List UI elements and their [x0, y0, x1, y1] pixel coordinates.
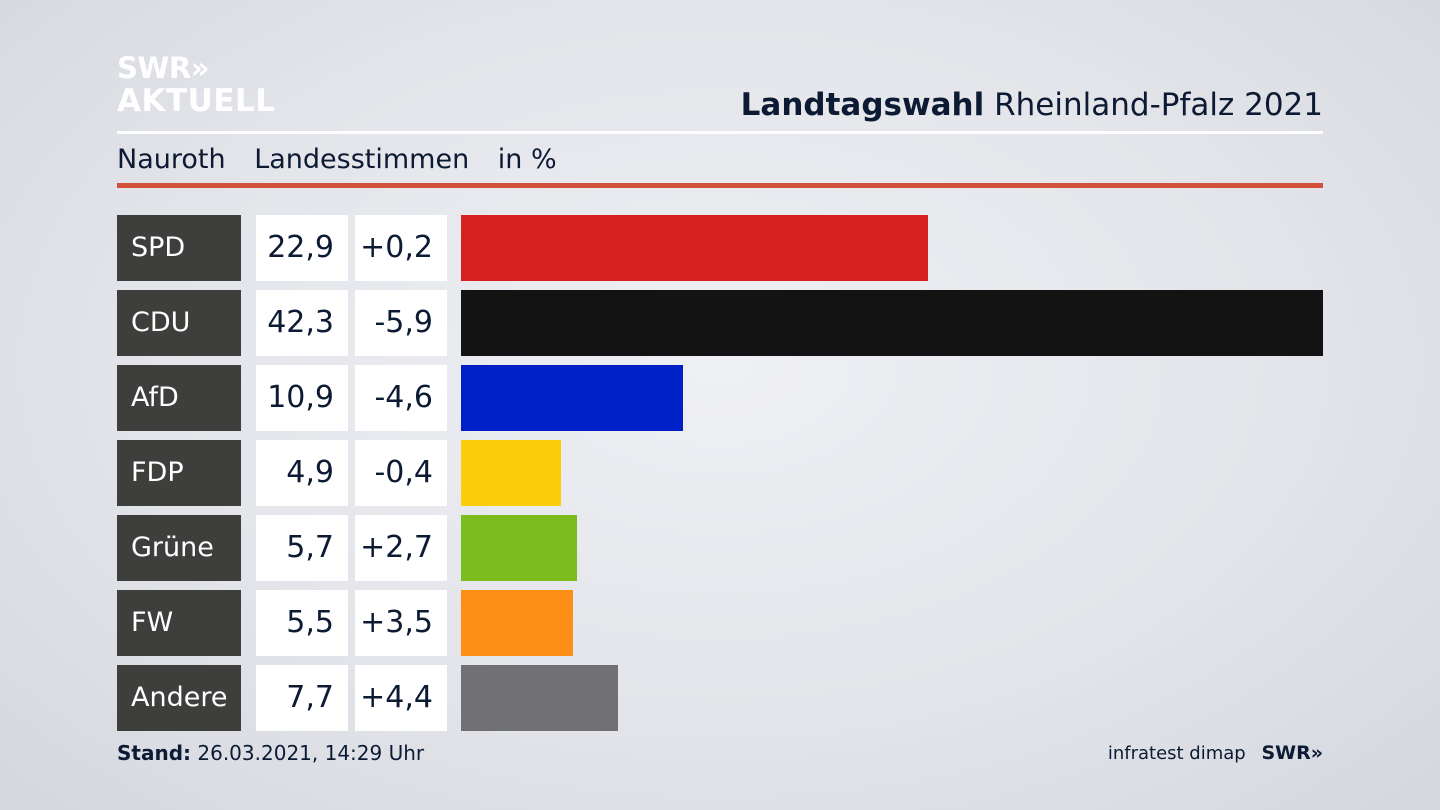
vote-share-label: 5,7 [256, 515, 348, 581]
change-label: -4,6 [355, 365, 447, 431]
stand-value: 26.03.2021, 14:29 Uhr [197, 741, 425, 765]
chart-subtitle: Nauroth Landesstimmen in % [117, 143, 577, 177]
party-label: Andere [117, 665, 241, 731]
chart-row: FW 5,5 +3,5 [117, 590, 1323, 656]
chart-row: FDP 4,9 -0,4 [117, 440, 1323, 506]
party-label: FDP [117, 440, 241, 506]
vote-share-label: 22,9 [256, 215, 348, 281]
result-bar [461, 290, 1323, 356]
stand-label: Stand: [117, 741, 192, 765]
logo-aktuell: AKTUELL [117, 83, 276, 119]
measure-label: Landesstimmen [254, 144, 470, 175]
header-divider [117, 131, 1323, 134]
result-bar [461, 590, 573, 656]
logo-swr: SWR» [117, 51, 209, 85]
accent-rule [117, 183, 1323, 188]
vote-share-label: 4,9 [256, 440, 348, 506]
vote-share-label: 42,3 [256, 290, 348, 356]
change-label: +3,5 [355, 590, 447, 656]
result-bar [461, 215, 928, 281]
party-label: CDU [117, 290, 241, 356]
vote-share-label: 7,7 [256, 665, 348, 731]
swr-brand-logo: SWR» [1261, 742, 1323, 764]
result-bar [461, 440, 561, 506]
chart-row: Andere 7,7 +4,4 [117, 665, 1323, 731]
change-label: +2,7 [355, 515, 447, 581]
result-bar [461, 365, 683, 431]
place-name: Nauroth [117, 144, 226, 175]
chart-row: CDU 42,3 -5,9 [117, 290, 1323, 356]
chart-row: AfD 10,9 -4,6 [117, 365, 1323, 431]
change-label: -5,9 [355, 290, 447, 356]
party-label: SPD [117, 215, 241, 281]
vote-share-label: 5,5 [256, 590, 348, 656]
result-bar [461, 515, 577, 581]
chart-row: SPD 22,9 +0,2 [117, 215, 1323, 281]
swr-aktuell-logo: SWR» AKTUELL [117, 54, 276, 117]
page-title: Landtagswahl Rheinland-Pfalz 2021 [741, 86, 1323, 124]
change-label: -0,4 [355, 440, 447, 506]
source-credit: infratest dimap SWR» [1108, 738, 1323, 769]
source-label: infratest dimap [1107, 743, 1246, 764]
title-bold: Landtagswahl [740, 87, 985, 123]
chart-row: Grüne 5,7 +2,7 [117, 515, 1323, 581]
title-rest: Rheinland-Pfalz 2021 [994, 87, 1323, 123]
timestamp: Stand: 26.03.2021, 14:29 Uhr [117, 738, 424, 768]
vote-share-label: 10,9 [256, 365, 348, 431]
result-bar [461, 665, 618, 731]
party-label: AfD [117, 365, 241, 431]
party-label: Grüne [117, 515, 241, 581]
unit-label: in % [497, 144, 557, 175]
change-label: +0,2 [355, 215, 447, 281]
party-label: FW [117, 590, 241, 656]
change-label: +4,4 [355, 665, 447, 731]
